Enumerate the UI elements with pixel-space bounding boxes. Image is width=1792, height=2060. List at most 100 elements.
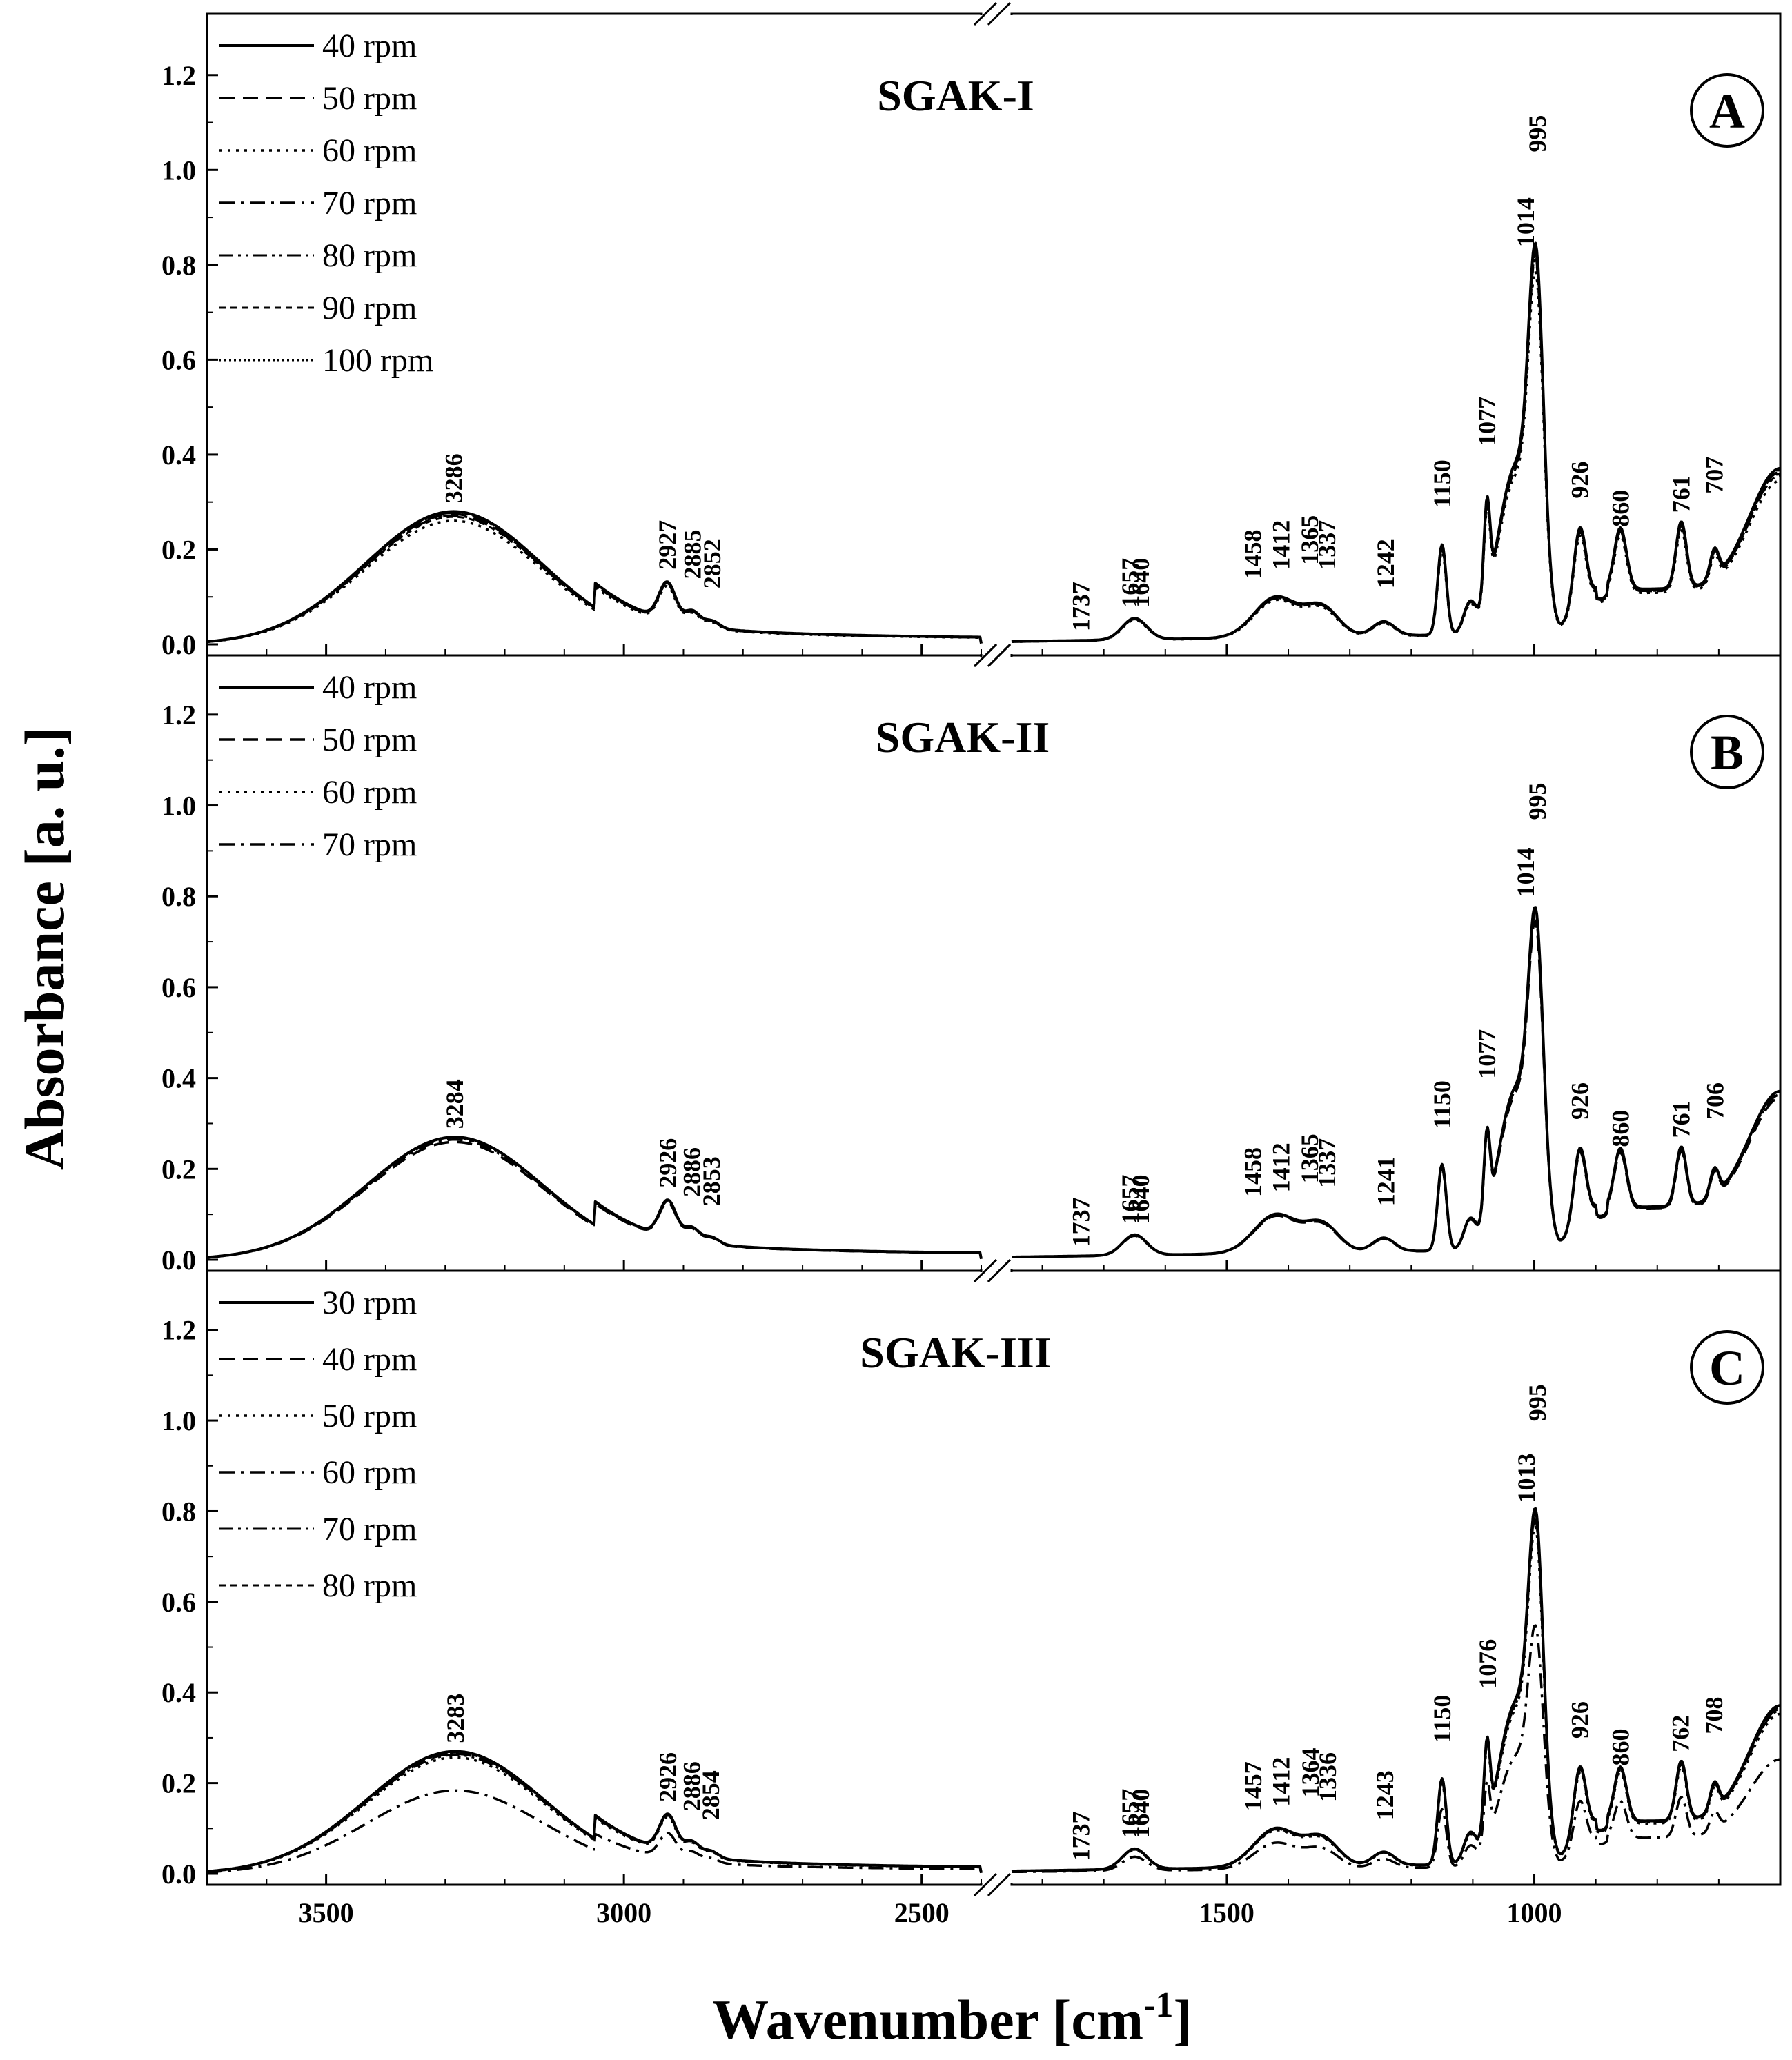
- peak-label: 2885: [678, 530, 706, 580]
- x-tick-label: 2500: [894, 1897, 949, 1928]
- legend-label: 50 rpm: [322, 1398, 417, 1434]
- legend-label: 30 rpm: [322, 1285, 417, 1321]
- y-tick-label: 1.2: [161, 700, 196, 731]
- y-axis-title: Absorbance [a. u.]: [13, 727, 76, 1170]
- x-tick-label: 1000: [1507, 1897, 1562, 1928]
- y-tick-label: 0.6: [161, 344, 196, 375]
- panel-title: SGAK-III: [860, 1328, 1051, 1377]
- peak-label: 1337: [1313, 1138, 1341, 1188]
- panel-letter-circle: [1690, 715, 1764, 789]
- y-tick-label: 0.8: [161, 250, 196, 281]
- legend-label: 40 rpm: [322, 669, 417, 706]
- axis-break-mark: [973, 643, 998, 668]
- legend-label: 60 rpm: [322, 1454, 417, 1491]
- panel-letter: C: [1709, 1340, 1745, 1396]
- peak-label: 860: [1606, 490, 1634, 527]
- peak-label: 1150: [1428, 459, 1456, 508]
- peak-label: 926: [1566, 462, 1594, 499]
- peak-label: 995: [1524, 783, 1551, 820]
- legend-label: 100 rpm: [322, 342, 433, 379]
- series-line-70-rpm: [1012, 913, 1781, 1258]
- peak-label: 1241: [1372, 1156, 1400, 1206]
- peak-label: 1737: [1067, 582, 1095, 631]
- legend-label: 90 rpm: [322, 290, 417, 326]
- legend-label: 80 rpm: [322, 1567, 417, 1604]
- series-line-80-rpm: [1012, 1511, 1781, 1872]
- peak-label: 1412: [1267, 1757, 1294, 1807]
- peak-label: 1457: [1239, 1761, 1267, 1811]
- peak-label: 761: [1668, 475, 1695, 513]
- y-tick-label: 0.0: [161, 1859, 196, 1890]
- peak-label: 1077: [1473, 1029, 1501, 1079]
- axis-break-mark: [973, 1, 998, 26]
- series-line-70-rpm: [1012, 1518, 1781, 1872]
- peak-label: 995: [1524, 115, 1551, 152]
- y-tick-label: 0.2: [161, 1768, 196, 1799]
- legend-label: 80 rpm: [322, 237, 417, 274]
- legend-label: 40 rpm: [322, 1341, 417, 1378]
- peak-label: 995: [1524, 1384, 1551, 1421]
- y-tick-label: 0.0: [161, 629, 196, 660]
- y-tick-label: 1.0: [161, 1405, 196, 1436]
- y-tick-label: 0.4: [161, 1063, 196, 1094]
- peak-label: 1657: [1116, 558, 1144, 608]
- peak-label: 3283: [442, 1694, 469, 1743]
- peak-label: 1242: [1372, 539, 1399, 588]
- series-line-80-rpm: [206, 1751, 983, 1873]
- series-line-60-rpm: [1012, 1624, 1781, 1874]
- legend-label: 70 rpm: [322, 826, 417, 863]
- peak-label: 708: [1700, 1697, 1728, 1734]
- peak-label: 3284: [441, 1079, 469, 1129]
- peak-label: 1737: [1067, 1197, 1095, 1247]
- x-axis-title-superscript: -1: [1143, 1985, 1173, 2025]
- x-axis-title-end: ]: [1173, 1988, 1192, 2051]
- peak-label: 707: [1701, 457, 1729, 494]
- peak-label: 1013: [1513, 1454, 1540, 1503]
- peak-label: 1657: [1116, 1175, 1144, 1225]
- peak-label: 2852: [698, 539, 726, 588]
- peak-label: 860: [1606, 1729, 1634, 1766]
- panel-letter: A: [1709, 83, 1745, 139]
- peak-label: 926: [1566, 1082, 1594, 1120]
- peak-label: 860: [1606, 1110, 1634, 1147]
- peak-label: 1014: [1512, 847, 1539, 897]
- peak-label: 2854: [697, 1770, 725, 1820]
- y-tick-label: 0.2: [161, 534, 196, 565]
- axis-break-mark: [987, 1258, 1012, 1283]
- series-line-60-rpm: [206, 1789, 983, 1874]
- series-line-70-rpm: [206, 1138, 983, 1260]
- axis-break-mark: [987, 1, 1012, 26]
- x-axis-title-main: Wavenumber [cm: [712, 1988, 1143, 2051]
- panel-letter-circle: [1690, 73, 1764, 148]
- axis-break-mark: [973, 1258, 998, 1283]
- peak-label: 1077: [1473, 397, 1501, 446]
- x-axis-title: Wavenumber [cm-1]: [712, 1985, 1192, 2051]
- panel-letter: B: [1711, 725, 1744, 780]
- peak-label: 926: [1566, 1701, 1594, 1739]
- peak-label: 1657: [1116, 1789, 1144, 1839]
- panel-letter-circle: [1690, 1330, 1764, 1405]
- panel-title: SGAK-I: [877, 71, 1034, 120]
- peak-label: 1365: [1296, 1133, 1323, 1183]
- peak-label: 2927: [653, 520, 681, 570]
- x-tick-label: 1500: [1199, 1897, 1254, 1928]
- peak-label: 761: [1668, 1100, 1695, 1138]
- series-line-50-rpm: [206, 1140, 983, 1260]
- peak-label: 1412: [1267, 1142, 1294, 1192]
- y-tick-label: 0.4: [161, 439, 196, 471]
- peak-label: 2926: [654, 1138, 682, 1188]
- peak-label: 1640: [1127, 1175, 1154, 1225]
- series-line-80-rpm: [206, 511, 983, 644]
- x-tick-label: 3000: [596, 1897, 651, 1928]
- peak-label: 2886: [678, 1761, 706, 1811]
- axis-break-mark: [973, 1872, 998, 1897]
- peak-label: 1336: [1314, 1752, 1341, 1802]
- legend-label: 40 rpm: [322, 28, 417, 64]
- peak-label: 1737: [1067, 1811, 1095, 1861]
- peak-label: 1150: [1428, 1080, 1456, 1129]
- peak-label: 2853: [698, 1156, 725, 1206]
- legend-label: 70 rpm: [322, 1511, 417, 1547]
- peak-label: 1412: [1267, 520, 1294, 570]
- peak-label: 1243: [1371, 1770, 1399, 1820]
